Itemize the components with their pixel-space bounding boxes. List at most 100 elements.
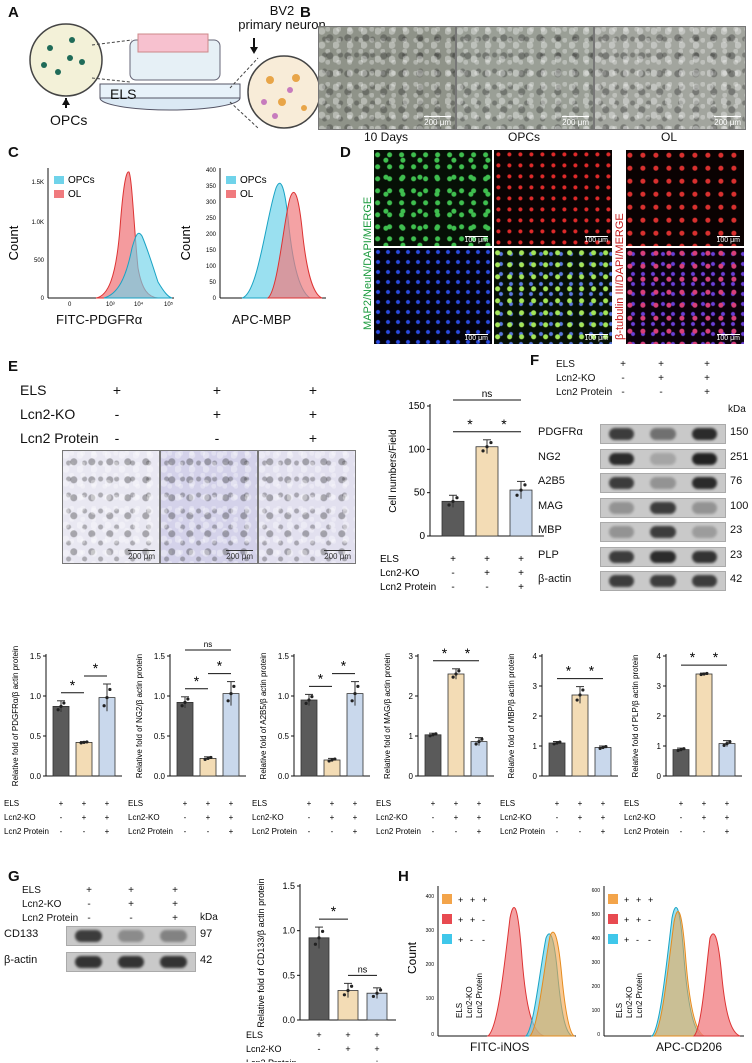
treatment-label: Lcn2 Protein — [128, 827, 173, 836]
data-point — [447, 503, 451, 507]
data-point — [480, 737, 484, 741]
panel-d-label-left: MAP2/NeuN/DAPI/MERGE — [362, 196, 374, 330]
blot-protein-label: MBP — [538, 524, 562, 536]
y-tick-label: 0.5 — [30, 732, 42, 741]
data-point — [682, 747, 686, 751]
treatment-sign: - — [556, 827, 559, 836]
treatment-sign: - — [703, 827, 706, 836]
data-point — [725, 742, 729, 746]
svg-text:Lcn2-KO: Lcn2-KO — [465, 986, 474, 1018]
blot-protein-label: PLP — [538, 548, 559, 561]
bar — [475, 446, 499, 537]
svg-text:+: + — [624, 895, 629, 905]
treatment-label: Lcn2-KO — [4, 813, 36, 822]
data-point — [226, 699, 230, 703]
treatment-sign: + — [183, 799, 188, 808]
svg-text:50: 50 — [209, 280, 216, 286]
treatment-sign: + — [353, 813, 358, 822]
y-axis-label: Relative fold of MAG/β actin protein — [383, 653, 392, 779]
significance-label: * — [690, 649, 696, 665]
data-point — [705, 671, 709, 676]
svg-text:+: + — [482, 895, 487, 905]
y-axis-label: Cell numbers/Field — [388, 429, 399, 512]
panel-g-col1: + - - — [86, 885, 92, 924]
data-point — [209, 755, 213, 760]
blot-protein-label: β-actin — [538, 573, 572, 585]
data-point — [515, 493, 519, 497]
treatment-sign: + — [307, 799, 312, 808]
svg-text:-: - — [648, 915, 651, 925]
data-point — [350, 984, 354, 988]
treatment-label: Lcn2 Protein — [252, 827, 297, 836]
blot-band — [691, 428, 717, 440]
bar — [548, 742, 566, 777]
panel-label-g: G — [8, 868, 20, 885]
treatment-sign: + — [555, 799, 560, 808]
treatment-sign: - — [331, 827, 334, 836]
svg-text:400: 400 — [206, 168, 217, 174]
treatment-sign: + — [518, 568, 524, 579]
treatment-sign: + — [229, 813, 234, 822]
svg-text:500: 500 — [592, 912, 601, 918]
panel-g-col2: + + - — [128, 885, 134, 924]
data-point — [186, 697, 190, 701]
blot-kda-value: 42 — [200, 954, 213, 966]
flow-histogram-inos: Count 400 300 200 100 0 + + + + + - + - - ELS … — [408, 886, 576, 1038]
significance-label: * — [713, 649, 719, 665]
y-tick-label: 0.0 — [154, 772, 166, 781]
data-point — [321, 929, 325, 933]
data-point — [604, 745, 608, 749]
treatment-sign: + — [601, 813, 606, 822]
svg-text:+: + — [624, 915, 629, 925]
treatment-label: ELS — [4, 799, 19, 808]
treatment-sign: - — [83, 827, 86, 836]
y-tick-label: 2 — [409, 692, 414, 701]
treatment-sign: + — [330, 799, 335, 808]
blot-row — [600, 522, 726, 542]
svg-text:Count: Count — [408, 941, 419, 974]
hist2-xlabel: APC-MBP — [232, 312, 292, 327]
data-point — [728, 740, 732, 744]
treatment-sign: + — [578, 813, 583, 822]
treatment-label: Lcn2 Protein — [4, 827, 49, 836]
svg-text:+: + — [624, 935, 629, 945]
svg-text:10⁴: 10⁴ — [134, 301, 144, 308]
panel-g-col3: + + + — [172, 885, 178, 924]
y-axis-label: Relative fold of PLP/β actin protein — [631, 655, 640, 778]
svg-text:OPCs: OPCs — [68, 175, 95, 186]
significance-label: * — [501, 416, 507, 432]
panel-d-label-right: β-tubulin III/DAPI/MERGE — [614, 213, 626, 340]
bar-chart-plp: 0 1 2 3 4 Relative fold of PLP/β actin protei… — [624, 649, 742, 836]
y-axis-label: Relative fold of MBP/β actin protein — [507, 653, 516, 778]
bar — [300, 699, 318, 777]
treatment-sign: + — [477, 799, 482, 808]
blot-band — [650, 501, 676, 514]
significance-label: * — [465, 645, 471, 661]
blot-row — [600, 424, 726, 444]
bar — [176, 702, 194, 777]
treatment-sign: - — [579, 827, 582, 836]
image-neun: 100 μm — [494, 150, 612, 246]
treatment-sign: - — [556, 813, 559, 822]
significance-label: ns — [482, 389, 493, 400]
treatment-sign: + — [82, 799, 87, 808]
treatment-sign: - — [451, 568, 454, 579]
bar — [672, 749, 690, 777]
y-tick-label: 0.5 — [154, 732, 166, 741]
svg-text:0: 0 — [597, 1032, 600, 1038]
svg-text:+: + — [636, 915, 641, 925]
blot-kda-value: 100 — [730, 499, 749, 512]
y-tick-label: 0 — [419, 531, 425, 542]
panel-e-col1: + - - — [112, 382, 122, 446]
data-point — [206, 756, 210, 760]
treatment-sign: - — [680, 813, 683, 822]
panel-g-kda: kDa — [200, 912, 218, 923]
panel-f-kda: kDa — [728, 404, 746, 415]
blot-row — [600, 497, 726, 518]
data-point — [371, 994, 375, 999]
blot-band — [75, 930, 102, 942]
treatment-sign: + — [702, 813, 707, 822]
svg-text:1.0K: 1.0K — [32, 220, 44, 226]
panel-label-f: F — [530, 352, 540, 369]
data-point — [601, 745, 605, 750]
